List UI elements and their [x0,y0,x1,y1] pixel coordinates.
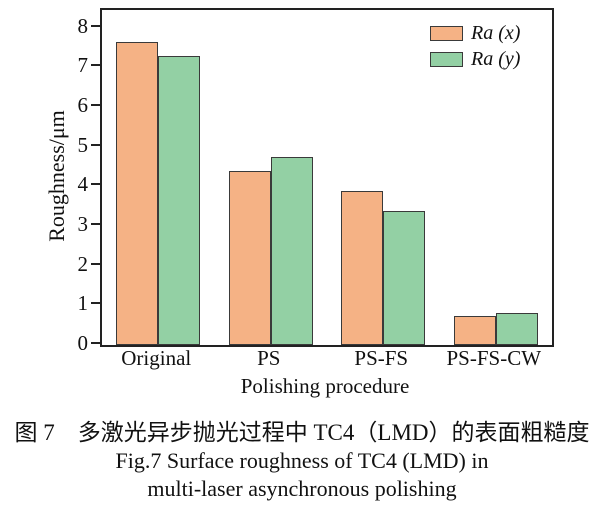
y-tick-mark [91,24,100,27]
y-tick-mark [91,64,100,67]
bar-ray-original [158,56,201,345]
bar-ray-ps [270,157,313,345]
caption-chinese: 图 7 多激光异步抛光过程中 TC4（LMD）的表面粗糙度 [14,420,590,445]
x-category-label: PS-FS-CW [446,346,542,370]
y-tick-mark [91,302,100,305]
y-axis-label: Roughness/μm [44,110,69,242]
y-tick-label: 6 [77,93,89,118]
bar-rax-ps [228,171,271,345]
legend-swatch [430,51,463,67]
y-tick-mark [91,223,100,226]
y-tick-label: 2 [77,251,89,276]
legend-swatch [430,25,463,41]
y-tick-label: 1 [77,291,89,316]
bar-ray-ps-fs-cw [495,312,538,345]
bar-rax-ps-fs [341,191,384,345]
legend-label: Ra (y) [471,48,521,70]
y-tick-label: 5 [77,132,89,157]
legend: Ra (x) Ra (y) [430,23,520,75]
y-tick-mark [91,342,100,344]
bar-ray-ps-fs [383,211,426,345]
legend-row: Ra (y) [430,49,520,69]
bar-rax-ps-fs-cw [453,316,496,345]
y-tick-label: 7 [77,53,89,78]
legend-row: Ra (x) [430,23,520,43]
legend-label: Ra (x) [471,22,521,44]
caption-english-line2: multi-laser asynchronous polishing [147,476,457,501]
y-tick-mark [91,104,100,107]
bar-rax-original [116,41,159,345]
y-tick-label: 0 [77,331,89,355]
y-tick-label: 3 [77,212,89,237]
x-category-label: PS-FS [354,346,409,370]
y-tick-label: 4 [77,172,89,197]
x-category-label: Original [121,346,192,370]
y-tick-mark [91,262,100,265]
y-tick-mark [91,143,100,146]
plot-area: Ra (x) Ra (y) [100,8,554,347]
caption-english-line1: Fig.7 Surface roughness of TC4 (LMD) in [115,448,489,473]
x-category-label: PS [257,346,281,370]
x-axis-label: Polishing procedure [240,374,410,398]
y-tick-label: 8 [77,13,89,38]
y-tick-mark [91,183,100,186]
